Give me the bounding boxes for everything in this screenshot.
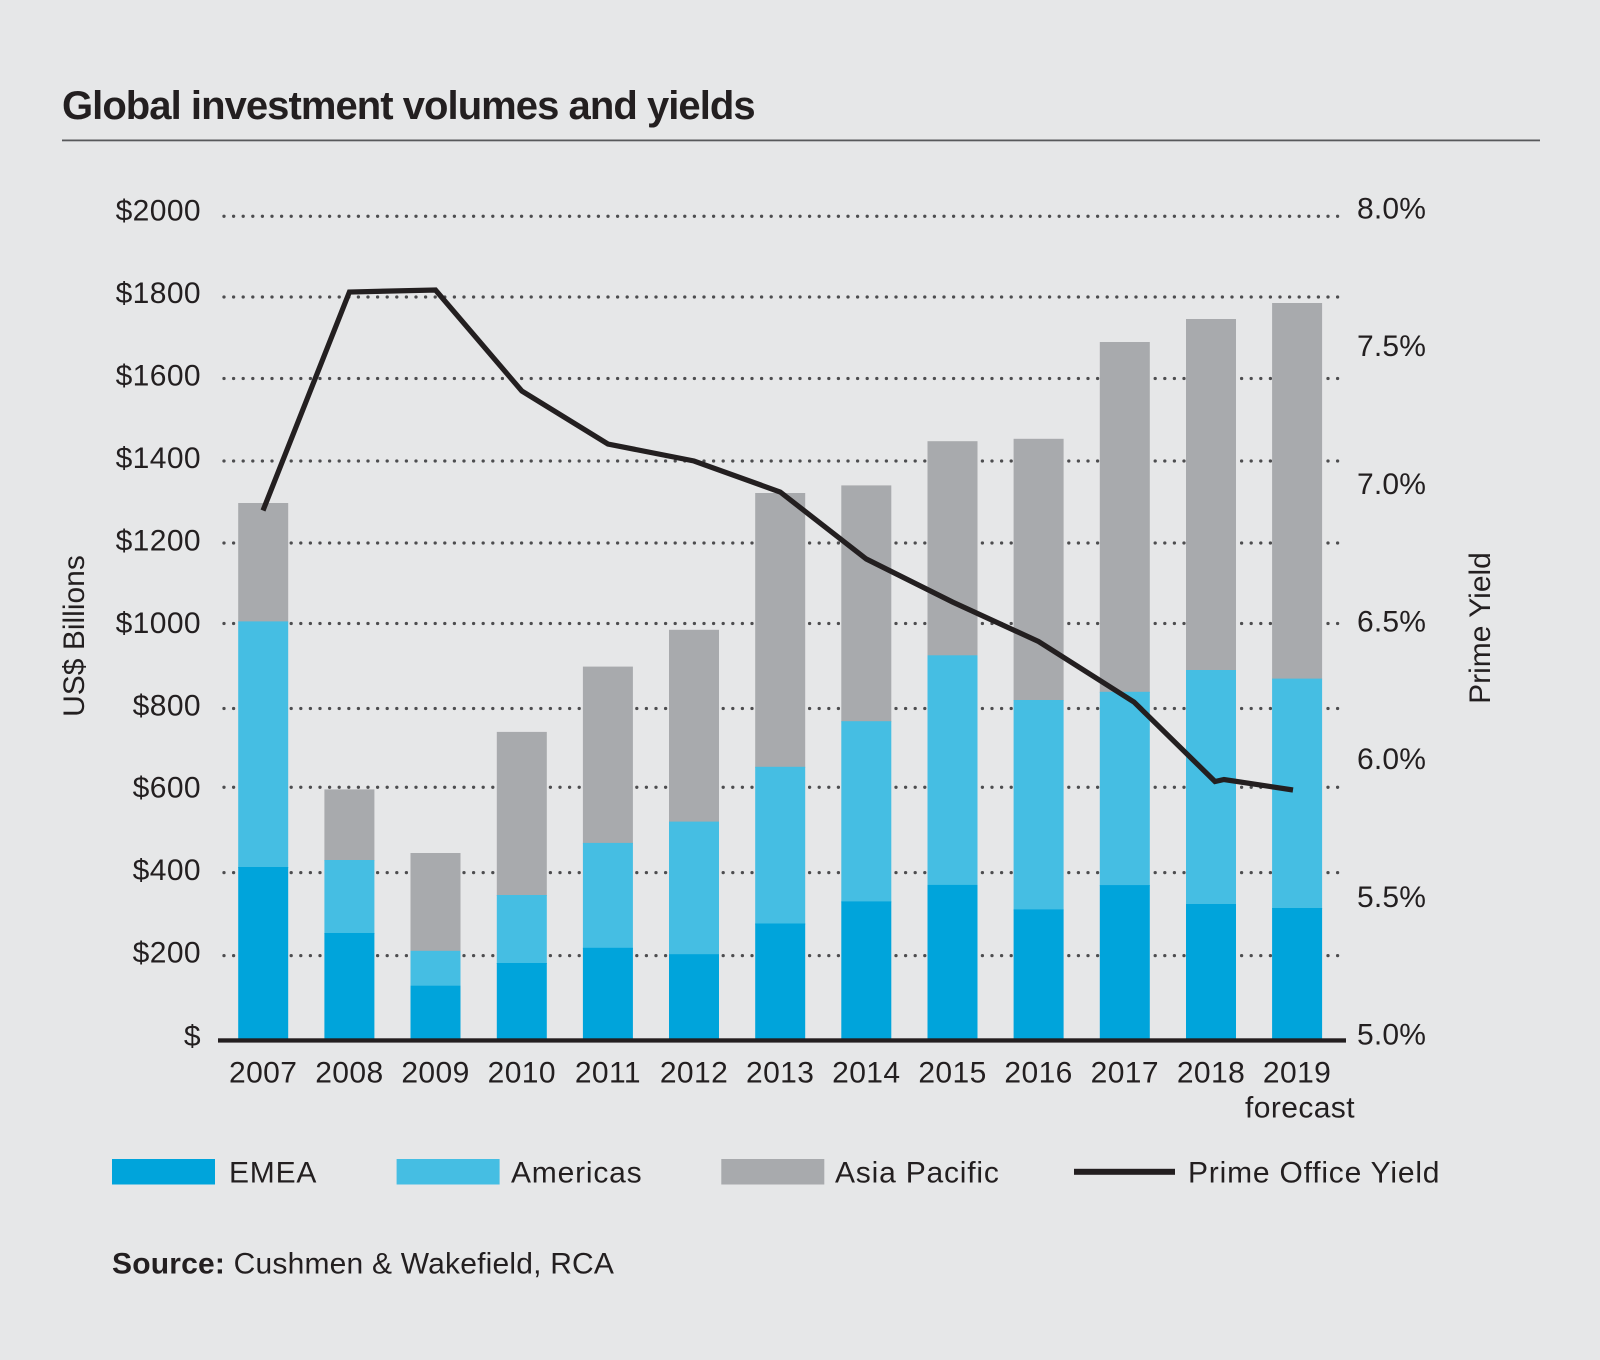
svg-text:$1000: $1000 [116, 607, 201, 640]
svg-text:8.0%: 8.0% [1357, 192, 1426, 225]
svg-text:$1200: $1200 [116, 524, 201, 557]
svg-text:Asia Pacific: Asia Pacific [835, 1157, 1000, 1190]
svg-text:US$ Billions: US$ Billions [58, 555, 91, 717]
svg-text:forecast: forecast [1245, 1092, 1355, 1125]
svg-text:$1800: $1800 [116, 277, 201, 310]
svg-text:$2000: $2000 [116, 195, 201, 228]
svg-text:2017: 2017 [1091, 1057, 1159, 1090]
svg-text:2013: 2013 [746, 1057, 814, 1090]
svg-text:$800: $800 [133, 689, 201, 722]
svg-text:5.5%: 5.5% [1357, 881, 1426, 914]
svg-text:2011: 2011 [575, 1057, 641, 1090]
svg-text:7.5%: 7.5% [1357, 330, 1426, 363]
svg-text:Global investment volumes and: Global investment volumes and yields [62, 84, 755, 128]
svg-text:Prime Yield: Prime Yield [1464, 552, 1497, 704]
svg-text:Prime Office Yield: Prime Office Yield [1188, 1157, 1440, 1190]
svg-text:EMEA: EMEA [229, 1157, 317, 1190]
svg-text:2018: 2018 [1177, 1057, 1245, 1090]
svg-text:$: $ [184, 1020, 201, 1053]
svg-text:$1400: $1400 [116, 442, 201, 475]
svg-text:2012: 2012 [660, 1057, 728, 1090]
svg-text:$1600: $1600 [116, 359, 201, 392]
svg-text:$400: $400 [133, 854, 201, 887]
svg-text:6.5%: 6.5% [1357, 605, 1426, 638]
svg-text:2010: 2010 [488, 1057, 556, 1090]
svg-text:Americas: Americas [511, 1157, 642, 1190]
svg-text:2009: 2009 [401, 1057, 469, 1090]
svg-text:2015: 2015 [918, 1057, 986, 1090]
svg-text:2007: 2007 [229, 1057, 297, 1090]
svg-text:2014: 2014 [832, 1057, 900, 1090]
svg-text:Source: Cushmen & Wakefield, R: Source: Cushmen & Wakefield, RCA [112, 1248, 614, 1281]
svg-text:2016: 2016 [1004, 1057, 1072, 1090]
svg-text:5.0%: 5.0% [1357, 1018, 1426, 1051]
svg-text:$600: $600 [133, 772, 201, 805]
svg-text:6.0%: 6.0% [1357, 743, 1426, 776]
svg-text:2019: 2019 [1263, 1057, 1331, 1090]
svg-text:2008: 2008 [315, 1057, 383, 1090]
svg-text:$200: $200 [133, 937, 201, 970]
svg-text:7.0%: 7.0% [1357, 468, 1426, 501]
